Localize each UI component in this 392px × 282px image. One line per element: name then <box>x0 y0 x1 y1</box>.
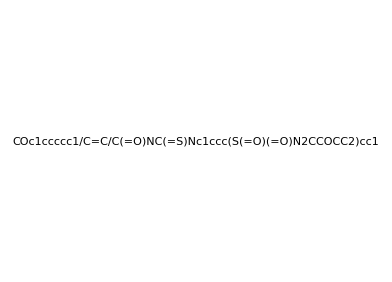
Text: COc1ccccc1/C=C/C(=O)NC(=S)Nc1ccc(S(=O)(=O)N2CCOCC2)cc1: COc1ccccc1/C=C/C(=O)NC(=S)Nc1ccc(S(=O)(=… <box>13 136 379 146</box>
